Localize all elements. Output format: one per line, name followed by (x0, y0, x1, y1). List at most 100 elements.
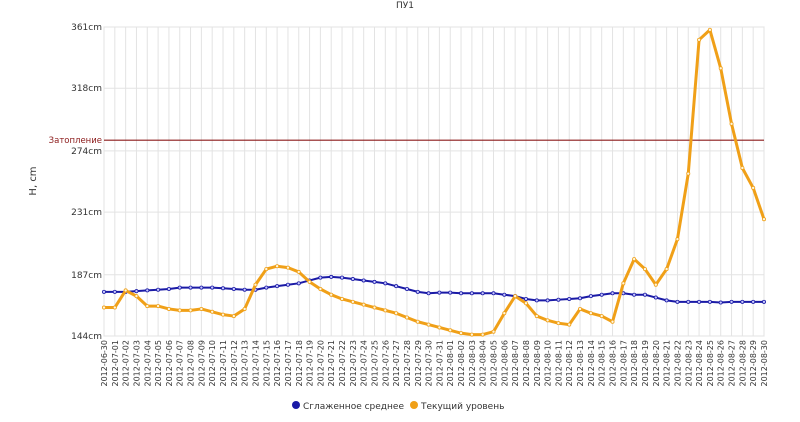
data-point-current (567, 322, 572, 327)
data-point-smoothed (599, 292, 604, 297)
x-tick-label: 2012-07-12 (230, 340, 239, 387)
x-tick-label: 2012-08-08 (522, 340, 531, 387)
x-tick-label: 2012-08-13 (576, 340, 585, 387)
x-tick-label: 2012-08-29 (749, 340, 758, 387)
data-point-smoothed (199, 285, 204, 290)
x-tick-label: 2012-07-28 (403, 340, 412, 387)
x-tick-label: 2012-08-18 (630, 340, 639, 387)
x-tick-label: 2012-08-19 (641, 340, 650, 387)
plot-area (103, 26, 765, 337)
data-point-current (221, 312, 226, 317)
x-tick-label: 2012-08-04 (479, 340, 488, 387)
data-point-current (491, 329, 496, 334)
x-tick-label: 2012-08-28 (738, 340, 747, 387)
data-point-current (350, 299, 355, 304)
x-tick-label: 2012-07-05 (154, 340, 163, 387)
data-point-smoothed (177, 285, 182, 290)
data-point-current (275, 264, 280, 269)
x-tick-label: 2012-08-11 (554, 340, 563, 387)
data-point-smoothed (188, 285, 193, 290)
x-tick-label: 2012-08-30 (760, 340, 769, 387)
data-point-smoothed (134, 289, 139, 294)
y-tick-label: 361cm (71, 23, 102, 33)
data-point-smoothed (361, 278, 366, 283)
data-point-current (177, 308, 182, 313)
x-tick-label: 2012-07-08 (187, 340, 196, 387)
data-point-current (610, 319, 615, 324)
data-point-smoothed (145, 288, 150, 293)
legend-marker-current (410, 401, 418, 409)
data-point-smoothed (318, 275, 323, 280)
data-point-current (134, 294, 139, 299)
x-tick-label: 2012-07-19 (306, 340, 315, 387)
data-point-smoothed (469, 291, 474, 296)
data-point-smoothed (740, 299, 745, 304)
data-point-current (729, 121, 734, 126)
data-point-smoothed (102, 289, 107, 294)
data-point-smoothed (534, 298, 539, 303)
data-point-smoothed (578, 296, 583, 301)
data-point-current (340, 296, 345, 301)
x-tick-label: 2012-08-14 (587, 340, 596, 387)
data-point-current (740, 165, 745, 170)
data-point-current (718, 66, 723, 71)
data-point-smoothed (502, 292, 507, 297)
series-lines (102, 27, 767, 337)
data-point-smoothed (448, 290, 453, 295)
data-point-current (599, 314, 604, 319)
data-point-smoothed (556, 297, 561, 302)
data-point-smoothed (221, 286, 226, 291)
x-tick-label: 2012-08-22 (673, 340, 682, 387)
data-point-current (588, 311, 593, 316)
data-point-smoothed (642, 292, 647, 297)
data-point-smoothed (610, 291, 615, 296)
data-point-current (480, 332, 485, 337)
data-point-smoothed (762, 299, 767, 304)
data-point-smoothed (675, 299, 680, 304)
data-point-smoothed (275, 284, 280, 289)
data-point-current (523, 301, 528, 306)
data-point-smoothed (394, 284, 399, 289)
x-tick-label: 2012-06-30 (100, 340, 109, 387)
data-point-smoothed (664, 298, 669, 303)
data-point-current (545, 318, 550, 323)
y-axis-label: H, cm (28, 166, 39, 195)
data-point-current (469, 332, 474, 337)
data-point-smoothed (210, 285, 215, 290)
data-point-current (123, 288, 128, 293)
data-point-current (296, 269, 301, 274)
chart-title: ПУ1 (396, 1, 414, 11)
data-point-smoothed (729, 299, 734, 304)
data-point-current (372, 305, 377, 310)
data-point-smoothed (567, 296, 572, 301)
data-point-smoothed (372, 279, 377, 284)
data-point-current (578, 306, 583, 311)
data-point-smoothed (415, 289, 420, 294)
x-tick-label: 2012-07-23 (349, 340, 358, 387)
data-point-current (102, 305, 107, 310)
data-point-smoothed (231, 287, 236, 292)
data-point-smoothed (112, 289, 117, 294)
data-point-current (188, 308, 193, 313)
x-tick-label: 2012-08-09 (533, 340, 542, 387)
legend-marker-smoothed (292, 401, 300, 409)
data-point-smoothed (718, 300, 723, 305)
x-tick-label: 2012-07-15 (262, 340, 271, 387)
data-point-current (383, 308, 388, 313)
y-tick-label: 274cm (71, 147, 102, 157)
data-point-current (697, 37, 702, 42)
x-tick-label: 2012-08-12 (565, 340, 574, 387)
data-point-current (210, 309, 215, 314)
data-point-smoothed (697, 299, 702, 304)
data-point-current (707, 27, 712, 32)
data-point-current (394, 311, 399, 316)
flood-threshold-label: Затопление (49, 136, 102, 146)
x-tick-label: 2012-07-16 (273, 340, 282, 387)
x-tick-label: 2012-07-01 (111, 340, 120, 387)
data-point-current (664, 267, 669, 272)
data-point-current (329, 292, 334, 297)
x-tick-label: 2012-08-03 (468, 340, 477, 387)
x-tick-label: 2012-08-02 (457, 340, 466, 387)
data-point-smoothed (296, 281, 301, 286)
